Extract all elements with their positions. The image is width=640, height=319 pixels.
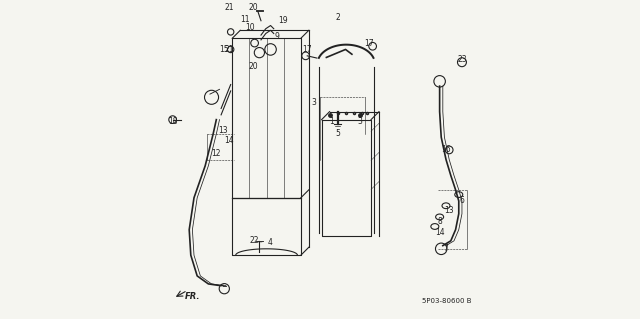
- Text: 11: 11: [240, 15, 250, 24]
- Text: 23: 23: [457, 55, 467, 63]
- Text: 5: 5: [335, 130, 340, 138]
- Text: 10: 10: [245, 23, 255, 32]
- Text: 4: 4: [268, 238, 273, 247]
- Text: 7: 7: [444, 244, 449, 253]
- Text: FR.: FR.: [184, 292, 200, 301]
- Text: 14: 14: [224, 136, 234, 145]
- Text: 20: 20: [248, 4, 258, 12]
- Text: 9: 9: [275, 32, 280, 41]
- Text: 18: 18: [168, 117, 178, 126]
- Text: 17: 17: [303, 45, 312, 54]
- Text: 3: 3: [311, 98, 316, 107]
- Text: 19: 19: [278, 16, 288, 25]
- Text: 13: 13: [218, 126, 227, 135]
- Text: 12: 12: [212, 149, 221, 158]
- Text: 14: 14: [435, 228, 444, 237]
- Text: 6: 6: [460, 197, 465, 205]
- Text: 8: 8: [437, 217, 442, 226]
- Text: 21: 21: [225, 4, 234, 12]
- Text: 20: 20: [248, 63, 258, 71]
- Text: 3: 3: [357, 117, 362, 126]
- Text: 17: 17: [365, 39, 374, 48]
- Text: 16: 16: [441, 145, 451, 154]
- Text: 15: 15: [220, 45, 229, 54]
- Text: 2: 2: [335, 13, 340, 22]
- Text: 1: 1: [329, 117, 333, 126]
- Text: 5P03-80600 B: 5P03-80600 B: [422, 299, 472, 304]
- Text: 21: 21: [225, 45, 234, 54]
- Text: 22: 22: [250, 236, 259, 245]
- Text: 13: 13: [444, 206, 454, 215]
